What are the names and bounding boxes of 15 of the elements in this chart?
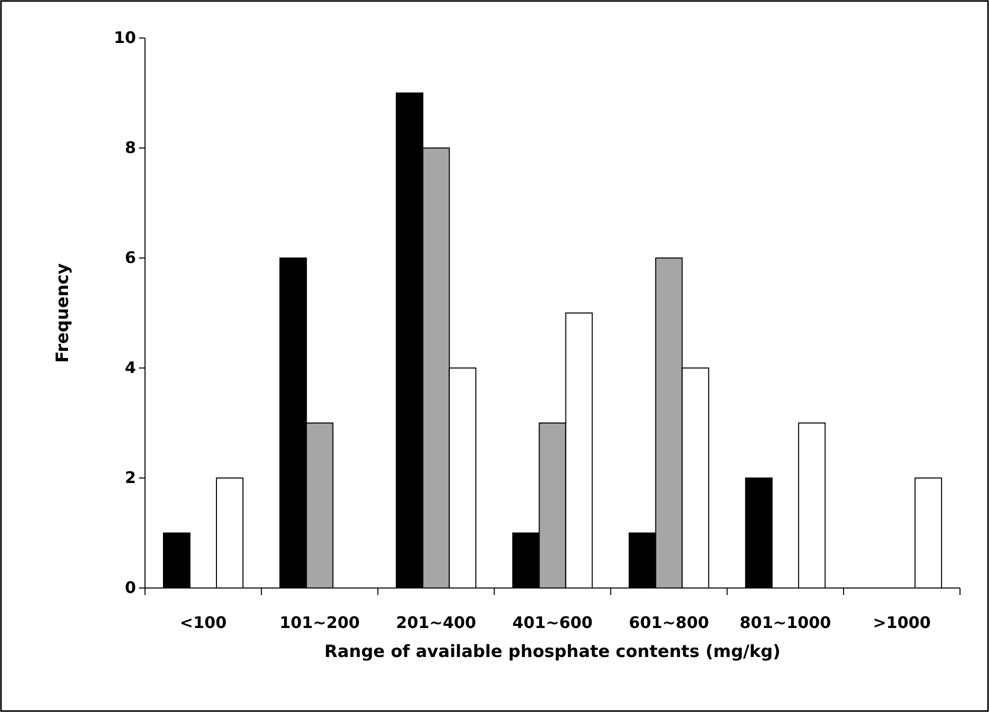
y-tick-label: 8 [124,138,136,158]
x-tick-label: 401~600 [512,613,593,632]
y-axis-title: Frequency [53,263,73,363]
y-tick-label: 0 [124,578,136,598]
x-axis-title: Range of available phosphate contents (mg/kg) [324,642,781,662]
x-tick-label: >1000 [872,613,931,632]
y-tick-label: 2 [124,468,136,488]
x-tick-label: 101~200 [280,613,360,632]
x-tick-label: 201~400 [396,613,476,632]
y-tick-label: 4 [124,358,136,378]
y-tick-label: 10 [114,28,136,48]
x-tick-label: 601~800 [628,613,710,632]
x-tick-label: <100 [180,613,227,632]
y-tick-label: 6 [124,248,136,268]
x-tick-label: 801~1000 [740,613,832,632]
